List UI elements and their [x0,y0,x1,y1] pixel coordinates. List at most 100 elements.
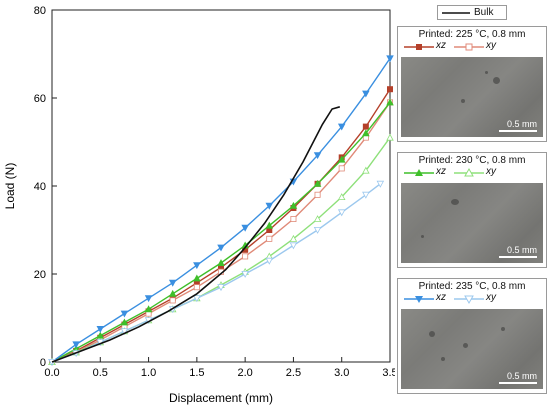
panel-235: Printed: 235 °C, 0.8 mm xz xy 0.5 mm [397,278,547,394]
bulk-legend: Bulk [437,5,507,20]
y-tick-label: 0 [40,357,46,369]
data-point [337,155,346,163]
series-230-xz [48,98,394,366]
panel-title: Printed: 235 °C, 0.8 mm [418,281,526,292]
data-point [193,274,201,282]
series-225-xy [49,99,393,365]
data-point [313,179,322,187]
data-point [337,209,346,217]
scale-bar [499,382,537,384]
series-line [51,101,391,363]
data-point [241,224,249,232]
data-point [217,284,225,292]
x-axis-label: Displacement (mm) [169,391,273,405]
data-point [217,244,225,252]
panel-title: Printed: 225 °C, 0.8 mm [418,29,526,40]
load-displacement-chart: 0.0 0.5 1.0 1.5 2.0 2.5 3.0 3.5 0 20 40 60 80 Displa… [3,5,395,405]
data-point [386,98,394,106]
data-point [337,193,346,201]
panel-225: Printed: 225 °C, 0.8 mm xz xy 0.5 mm [397,26,547,142]
x-tick-label: 0.5 [93,367,108,379]
data-point [242,253,249,260]
data-point [168,289,177,297]
x-tick-label: 2.0 [237,367,252,379]
series-235-xz [48,55,394,366]
legend-xy-label: xy [486,40,496,51]
data-point [96,331,105,339]
legend-xy-swatch [454,43,484,51]
data-point [120,310,129,318]
data-point [144,295,153,303]
data-point [362,129,370,137]
panel-230: Printed: 230 °C, 0.8 mm xz xy 0.5 mm [397,152,547,268]
data-point [168,279,177,287]
scale-bar [499,256,537,258]
data-point [362,166,370,174]
data-point [144,305,153,313]
panel-title: Printed: 230 °C, 0.8 mm [418,155,526,166]
micrograph-image: 0.5 mm [401,57,543,137]
data-point [290,215,297,222]
data-point [289,234,298,242]
bulk-legend-swatch [442,12,470,14]
data-point [386,86,393,93]
data-point [337,123,346,131]
data-point [265,221,274,229]
data-point [217,259,225,267]
scale-bar [499,130,537,132]
data-point [362,123,369,130]
series-group [48,55,394,366]
x-tick-label: 2.5 [286,367,301,379]
series-line [51,106,341,363]
axes: 0.0 0.5 1.0 1.5 2.0 2.5 3.0 3.5 0 20 40 60 80 [34,5,395,379]
data-point [289,242,298,250]
panel-legend: xz xy [402,292,542,305]
legend-xz-label: xz [436,40,446,51]
data-point [386,133,394,141]
data-point [120,318,129,326]
legend-xy-label: xy [486,292,496,303]
micrograph-image: 0.5 mm [401,309,543,389]
y-tick-label: 20 [34,269,46,281]
scale-label: 0.5 mm [506,371,537,381]
scale-label: 0.5 mm [506,245,537,255]
legend-xz-swatch [404,169,434,176]
series-line [51,102,391,363]
legend-xz-swatch [404,296,434,303]
y-tick-label: 40 [34,181,46,193]
x-tick-label: 3.5 [382,367,395,379]
micrograph-image: 0.5 mm [401,183,543,263]
bulk-legend-label: Bulk [474,7,494,18]
legend-xz-label: xz [436,292,446,303]
data-point [193,284,200,291]
plot-frame [51,9,391,363]
x-tick-label: 3.0 [334,367,349,379]
data-point [193,262,201,270]
data-point [313,226,322,234]
data-point [266,235,273,242]
legend-xy-swatch [454,295,484,305]
data-point [362,191,370,199]
data-point [313,215,322,223]
scale-label: 0.5 mm [506,119,537,129]
data-point [376,180,385,188]
data-point [362,90,370,98]
data-point [241,270,249,278]
legend-xy-swatch [454,167,484,177]
data-point [265,257,274,265]
panel-legend: xz xy [402,40,542,53]
x-tick-label: 0.0 [44,367,59,379]
x-tick-label: 1.0 [141,367,156,379]
x-tick-label: 1.5 [189,367,204,379]
data-point [314,191,321,198]
legend-xz-label: xz [436,166,446,177]
data-point [193,295,201,303]
panel-legend: xz xy [402,166,542,179]
series-bulk-Bulk [51,106,341,363]
y-axis-label: Load (N) [3,163,17,210]
y-tick-label: 60 [34,93,46,105]
legend-xy-label: xy [486,166,496,177]
data-point [72,341,80,349]
data-point [289,201,298,209]
data-point [386,55,394,63]
